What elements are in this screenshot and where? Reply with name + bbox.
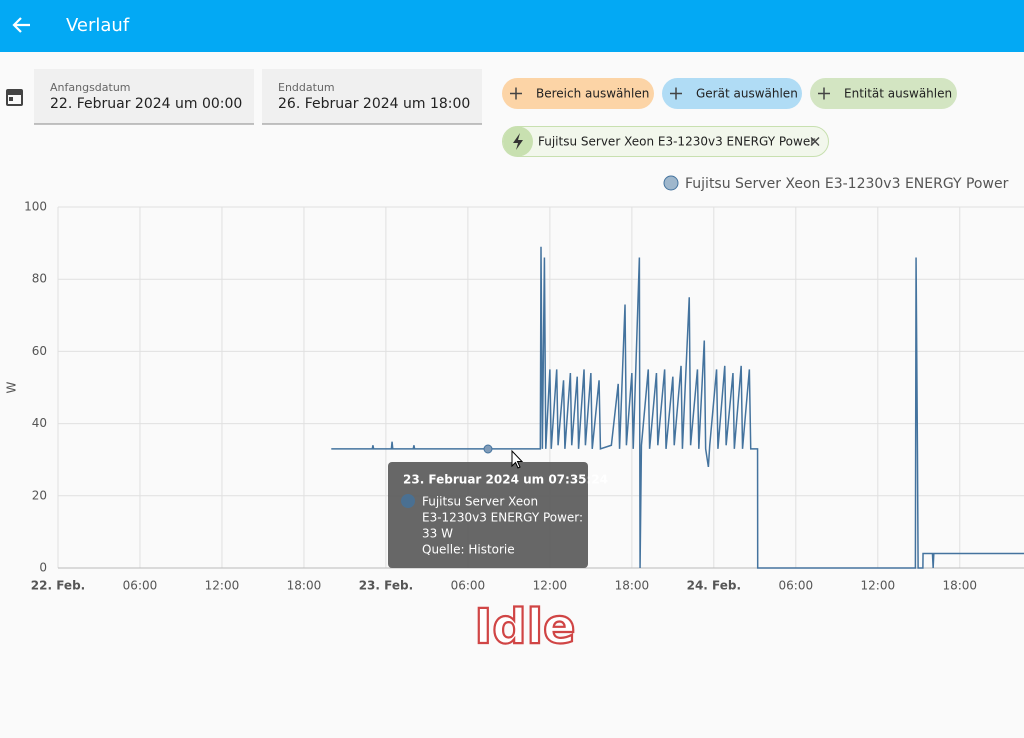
annotation: Idle (474, 599, 575, 655)
legend-marker (663, 175, 679, 191)
x-tick-label: 12:00 (533, 579, 568, 593)
end-date-field[interactable]: Enddatum 26. Februar 2024 um 18:00 (262, 69, 482, 125)
x-tick-label: 18:00 (942, 579, 977, 593)
x-tick-label: 06:00 (451, 579, 486, 593)
field-value: 26. Februar 2024 um 18:00 (278, 96, 470, 112)
y-tick-label: 80 (32, 272, 47, 286)
tooltip-text: Quelle: Historie (422, 543, 515, 557)
entity-button[interactable]: Entität auswählen (810, 78, 957, 109)
back-button[interactable] (12, 17, 30, 33)
y-tick-label: 40 (32, 416, 47, 430)
hover-point (483, 444, 493, 454)
button-label: Entität auswählen (844, 87, 952, 101)
calendar-icon (6, 89, 23, 106)
series-line (331, 246, 1024, 569)
button-label: Bereich auswählen (536, 87, 649, 101)
tooltip: 23. Februar 2024 um 07:35:24 Fujitsu Ser… (388, 444, 608, 568)
button-label: Gerät auswählen (696, 87, 798, 101)
app-bar (0, 0, 1024, 52)
device-button[interactable]: Gerät auswählen (662, 78, 802, 109)
x-tick-label: 23. Feb. (359, 579, 413, 593)
chip-label: Fujitsu Server Xeon E3-1230v3 ENERGY Pow… (538, 135, 815, 149)
legend-label: Fujitsu Server Xeon E3-1230v3 ENERGY Pow… (685, 176, 1009, 192)
x-tick-label: 06:00 (123, 579, 158, 593)
y-tick-label: 60 (32, 344, 47, 358)
tooltip-text: 33 W (422, 527, 453, 541)
y-tick-label: 0 (39, 561, 47, 575)
x-tick-label: 18:00 (615, 579, 650, 593)
y-tick-label: 100 (24, 200, 47, 214)
page-title: Verlauf (66, 15, 130, 36)
x-tick-label: 18:00 (287, 579, 322, 593)
area-button[interactable]: Bereich auswählen (502, 78, 654, 109)
field-value: 22. Februar 2024 um 00:00 (50, 96, 242, 112)
tooltip-title: 23. Februar 2024 um 07:35:24 (403, 473, 608, 487)
x-tick-label: 12:00 (205, 579, 240, 593)
y-axis-label: W (5, 381, 19, 393)
x-tick-label: 22. Feb. (31, 579, 85, 593)
chip-remove[interactable] (810, 137, 820, 146)
field-label: Anfangsdatum (50, 81, 131, 94)
y-tick-label: 20 (32, 488, 47, 502)
field-label: Enddatum (278, 81, 335, 94)
tooltip-text: E3-1230v3 ENERGY Power: (422, 511, 583, 525)
mouse-cursor (511, 449, 524, 469)
x-tick-label: 24. Feb. (687, 579, 741, 593)
tooltip-text: Fujitsu Server Xeon (422, 495, 538, 509)
start-date-field[interactable]: Anfangsdatum 22. Februar 2024 um 00:00 (34, 69, 254, 125)
x-tick-label: 06:00 (779, 579, 814, 593)
entity-chip[interactable]: Fujitsu Server Xeon E3-1230v3 ENERGY Pow… (502, 126, 829, 157)
x-tick-label: 12:00 (861, 579, 896, 593)
